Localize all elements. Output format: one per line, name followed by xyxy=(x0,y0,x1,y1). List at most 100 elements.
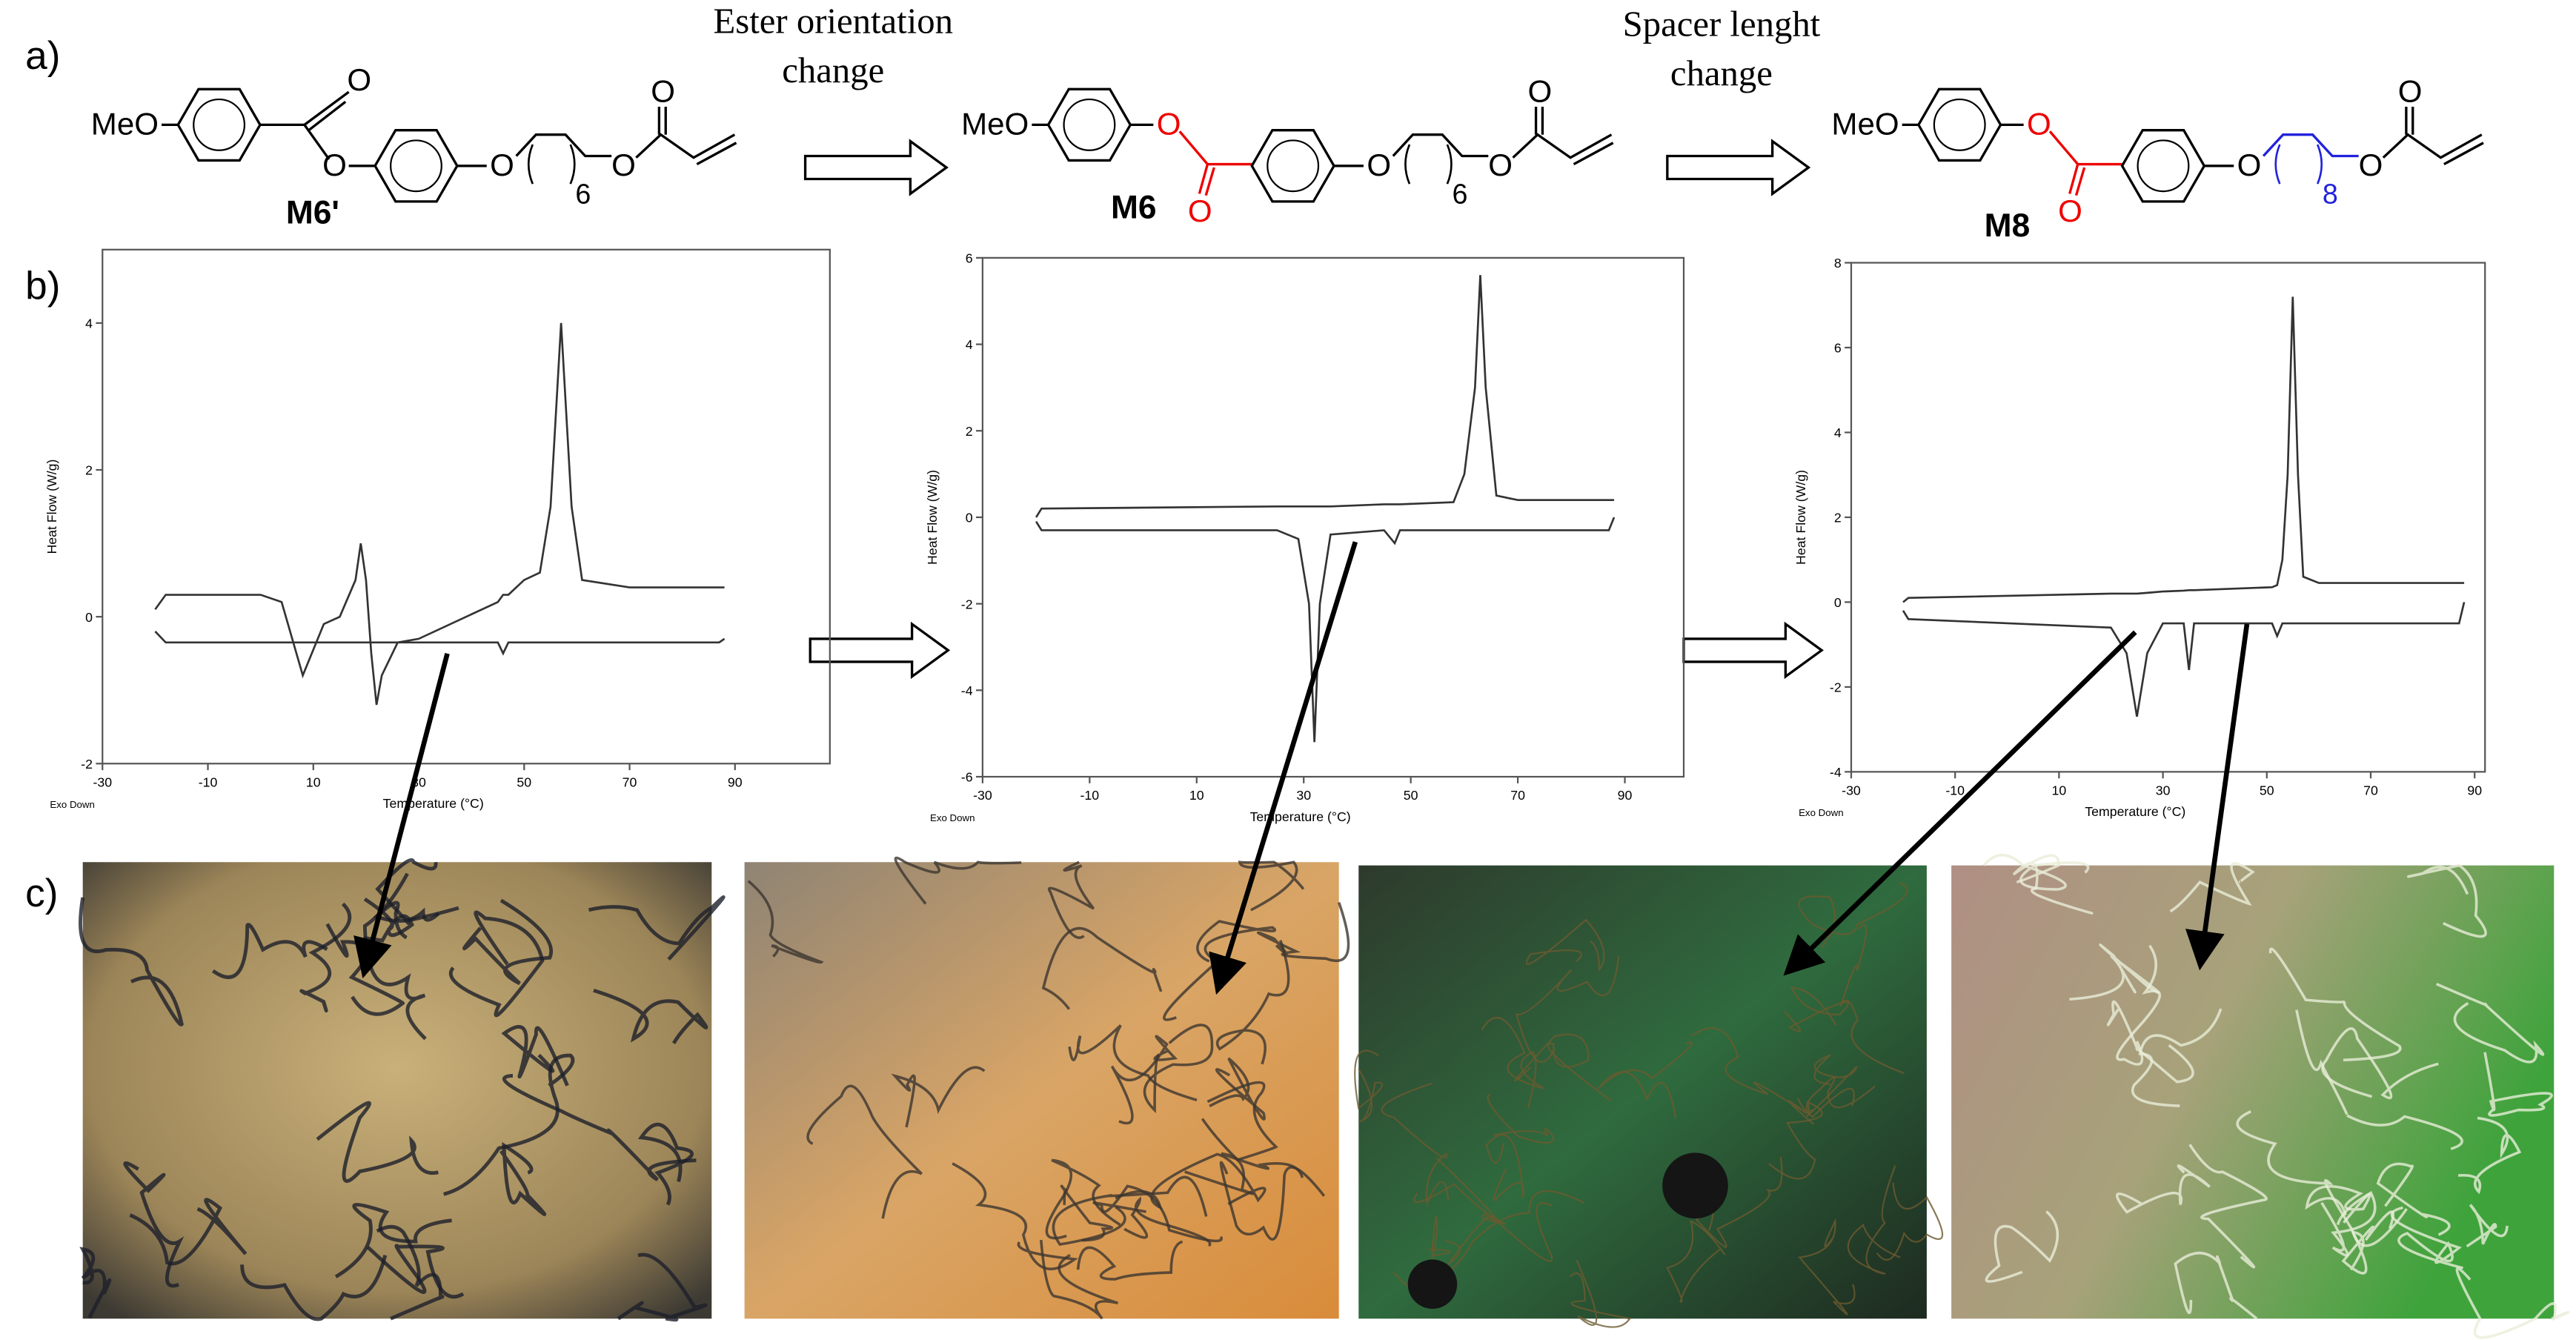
bond xyxy=(2068,164,2079,194)
x-tick-label: 90 xyxy=(2467,783,2482,797)
x-tick-label: -10 xyxy=(1945,783,1965,797)
texture xyxy=(1445,1202,1553,1265)
transition-label: change xyxy=(782,50,884,90)
benzene-ring xyxy=(1250,129,1335,203)
texture xyxy=(79,1247,112,1319)
atom-label: O xyxy=(347,62,371,97)
bond xyxy=(1392,133,1489,158)
bond xyxy=(1204,167,1215,196)
texture xyxy=(499,1141,547,1216)
x-tick-label: 30 xyxy=(1296,788,1311,803)
texture xyxy=(2457,1116,2522,1195)
texture xyxy=(1076,1240,1184,1281)
bond xyxy=(2074,167,2086,196)
y-tick-label: -2 xyxy=(1830,680,1842,695)
bond xyxy=(303,90,350,126)
molecule-name: M6' xyxy=(286,194,339,230)
micrographs xyxy=(79,854,2570,1339)
bubble xyxy=(1662,1152,1728,1219)
atom-label: O xyxy=(1188,193,1212,228)
texture xyxy=(1798,882,1908,948)
exo-note: Exo Down xyxy=(50,799,95,810)
texture xyxy=(2466,1204,2509,1248)
texture xyxy=(2174,1252,2258,1320)
texture xyxy=(299,902,352,1013)
micrograph xyxy=(82,862,712,1319)
texture xyxy=(1569,1259,1631,1328)
texture xyxy=(1039,1239,1118,1320)
dsc-curve xyxy=(1902,602,2466,717)
texture xyxy=(502,1074,697,1181)
molecule-name: M8 xyxy=(1985,208,2031,244)
x-tick-label: 70 xyxy=(623,775,637,789)
texture xyxy=(2390,1206,2463,1270)
texture xyxy=(129,1198,248,1266)
texture xyxy=(240,1255,388,1321)
bond xyxy=(259,123,331,160)
benzene-ring xyxy=(374,129,459,203)
texture xyxy=(325,923,405,1016)
texture xyxy=(637,1122,694,1206)
y-tick-label: -6 xyxy=(961,770,973,785)
x-tick-label: 70 xyxy=(1510,788,1525,803)
texture xyxy=(2115,1164,2211,1214)
x-tick-label: 30 xyxy=(2156,783,2171,797)
x-tick-label: 10 xyxy=(1189,788,1204,803)
texture xyxy=(1666,1219,1726,1303)
texture xyxy=(1487,1093,1555,1144)
bond xyxy=(308,101,347,131)
bond xyxy=(1198,164,1209,194)
texture xyxy=(1238,860,1305,912)
texture xyxy=(2012,854,2094,915)
texture xyxy=(1048,860,1095,939)
atom-label: O xyxy=(1488,147,1513,182)
bond xyxy=(696,142,737,166)
texture xyxy=(1797,1218,1856,1316)
texture xyxy=(747,880,824,964)
bond xyxy=(2048,130,2122,166)
x-tick-label: 90 xyxy=(728,775,743,789)
bond xyxy=(1573,142,1614,166)
benzene-ring xyxy=(2120,129,2206,203)
texture xyxy=(2321,1027,2439,1100)
texture xyxy=(1413,1157,1506,1225)
x-axis-title: Temperature (°C) xyxy=(1250,809,1351,824)
x-tick-label: 50 xyxy=(517,775,531,789)
spacer-bracket xyxy=(2274,144,2323,185)
y-tick-label: 0 xyxy=(1834,595,1842,610)
texture xyxy=(1847,1165,1901,1275)
spacer-bracket xyxy=(1404,144,1453,185)
texture xyxy=(1041,926,1163,1010)
pointer-arrows xyxy=(353,541,2250,995)
x-tick-label: 70 xyxy=(2363,783,2378,797)
block-arrow xyxy=(1682,621,1824,680)
y-tick-label: 6 xyxy=(966,251,973,266)
dsc-curve xyxy=(154,322,725,706)
texture xyxy=(1256,901,1350,963)
x-tick-label: -30 xyxy=(1842,783,1861,797)
texture xyxy=(1184,1152,1304,1195)
texture xyxy=(1045,1158,1121,1240)
texture xyxy=(2295,1009,2463,1150)
texture xyxy=(1092,1184,1223,1243)
texture xyxy=(2435,983,2545,1064)
benzene-ring xyxy=(1916,87,2002,162)
texture xyxy=(443,1053,575,1196)
texture xyxy=(891,1066,986,1128)
x-axis-title: Temperature (°C) xyxy=(383,796,484,811)
block-arrow xyxy=(803,139,949,196)
bond xyxy=(2382,133,2483,159)
x-tick-label: 50 xyxy=(2260,783,2274,797)
texture xyxy=(952,1162,1078,1270)
texture xyxy=(617,1253,708,1322)
panel-label: b) xyxy=(25,264,60,308)
spacer-count: 8 xyxy=(2323,179,2338,210)
x-tick-label: -30 xyxy=(973,788,992,803)
panel-label: a) xyxy=(25,34,60,78)
texture xyxy=(2069,943,2160,1001)
x-tick-label: 50 xyxy=(1404,788,1418,803)
atom-label: MeO xyxy=(91,107,159,142)
dsc-curve xyxy=(1035,275,1615,518)
